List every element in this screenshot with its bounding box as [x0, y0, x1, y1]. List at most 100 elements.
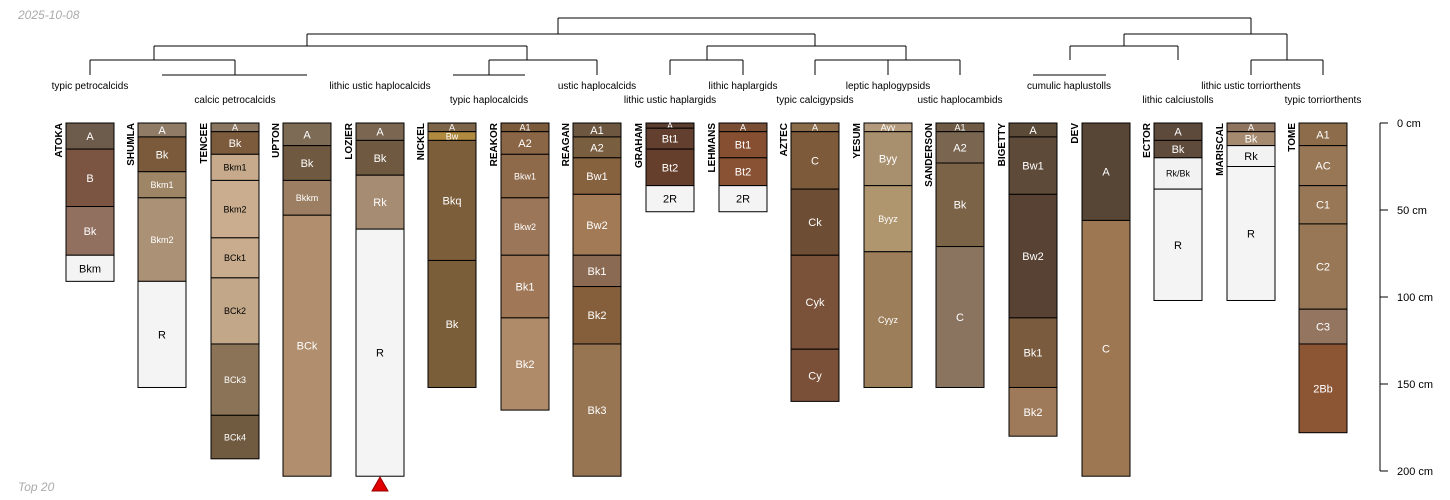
horizon-label: Bw1 — [586, 171, 607, 183]
horizon-shumla-4 — [137, 280, 187, 388]
horizon-tencee-4 — [210, 237, 260, 279]
horizon-label: BCk3 — [224, 375, 246, 385]
horizon-label: Bk — [84, 226, 97, 238]
profile-name: TENCEE — [199, 123, 210, 164]
horizon-shumla-2 — [137, 171, 187, 199]
horizon-label: Rk — [1244, 151, 1258, 163]
horizon-label: C — [811, 155, 819, 167]
horizon-label: Ayy — [881, 123, 896, 133]
horizon-atoka-2 — [65, 206, 115, 256]
horizon-label: Bk — [229, 138, 242, 150]
profile-name: GRAHAM — [634, 123, 645, 168]
horizon-aztec-1 — [790, 131, 840, 190]
subgroup-label: ustic haplocalcids — [558, 81, 636, 92]
horizon-label: Bk1 — [588, 266, 607, 278]
profile-reagan: A1 A2 Bw1 Bw2 Bk1 Bk2 Bk3 REAGAN — [561, 122, 622, 477]
horizon-aztec-3 — [790, 254, 840, 350]
horizon-sanderson-2 — [935, 162, 985, 248]
horizon-label: Bkm2 — [150, 235, 173, 245]
profile-name: LOZIER — [344, 122, 355, 159]
horizon-label: Ck — [808, 217, 822, 229]
horizon-label: 2Bb — [1313, 383, 1333, 395]
profile-name: AZTEC — [779, 123, 790, 156]
profile-tome: A1 AC C1 C2 C3 2Bb TOME — [1287, 122, 1348, 434]
horizon-upton-3 — [282, 214, 332, 477]
profile-lehmans: A Bt1 Bt2 2R LEHMANS — [707, 122, 768, 213]
horizon-label: A1 — [590, 125, 603, 137]
subgroup-label: leptic haplogypsids — [846, 81, 931, 92]
profile-lozier: A Bk Rk R LOZIER — [344, 122, 405, 477]
horizon-yesum-3 — [863, 251, 913, 388]
depth-tick-label: 0 cm — [1397, 118, 1421, 130]
horizon-label: A — [1029, 125, 1037, 137]
horizon-label: A — [667, 121, 673, 131]
horizon-label: Bk1 — [1024, 348, 1043, 360]
horizon-label: BCk — [297, 341, 318, 353]
horizon-label: Bkm2 — [223, 204, 246, 214]
horizon-label: R — [158, 329, 166, 341]
horizon-upton-1 — [282, 145, 332, 181]
horizon-label: R — [1174, 240, 1182, 252]
profile-atoka: A B Bk Bkm ATOKA — [54, 122, 115, 282]
horizon-label: Bkm1 — [150, 180, 173, 190]
profile-name: DEV — [1070, 123, 1081, 144]
horizon-label: A — [1102, 167, 1110, 179]
horizon-label: Cyk — [806, 297, 825, 309]
horizon-tome-5 — [1298, 343, 1348, 434]
subgroup-label: lithic ustic haplargids — [624, 95, 716, 106]
horizon-label: 2R — [736, 194, 750, 206]
horizon-label: R — [1247, 228, 1255, 240]
horizon-upton-2 — [282, 179, 332, 216]
profile-ector: A Bk Rk/Bk R ECTOR — [1142, 122, 1203, 301]
horizon-tencee-2 — [210, 153, 260, 181]
subgroup-label: ustic haplocambids — [917, 95, 1002, 106]
horizon-ector-2 — [1153, 157, 1203, 190]
horizon-reagan-4 — [572, 254, 622, 288]
horizon-graham-2 — [645, 148, 695, 187]
horizon-sanderson-3 — [935, 246, 985, 388]
subgroup-label: calcic petrocalcids — [194, 95, 275, 106]
horizon-label: BCk2 — [224, 306, 246, 316]
horizon-tome-4 — [1298, 308, 1348, 345]
horizon-label: Bk — [446, 319, 459, 331]
horizon-label: R — [376, 348, 384, 360]
horizon-label: 2R — [663, 194, 677, 206]
horizon-label: A — [812, 123, 818, 133]
profile-dev: A C DEV — [1070, 122, 1131, 477]
horizon-yesum-2 — [863, 185, 913, 253]
horizon-nickel-3 — [427, 259, 477, 388]
profile-name: YESUM — [852, 123, 863, 159]
horizon-label: C — [1102, 343, 1110, 355]
horizon-label: C2 — [1316, 262, 1330, 274]
horizon-tencee-3 — [210, 179, 260, 239]
truncation-marker — [371, 475, 389, 492]
horizon-tome-3 — [1298, 223, 1348, 310]
horizon-lehmans-2 — [718, 157, 768, 187]
horizon-reagan-6 — [572, 343, 622, 477]
subgroup-label: typic petrocalcids — [52, 81, 129, 92]
horizon-label: Bw — [446, 131, 459, 141]
horizon-label: Bk — [374, 153, 387, 165]
horizon-lozier-2 — [355, 174, 405, 230]
date-label: 2025-10-08 — [18, 8, 80, 22]
horizon-reagan-2 — [572, 157, 622, 195]
horizon-label: Byyz — [878, 214, 898, 224]
horizon-bigetty-2 — [1008, 193, 1058, 319]
profile-name: REAGAN — [561, 123, 572, 166]
horizon-aztec-2 — [790, 188, 840, 256]
profile-shumla: A Bk Bkm1 Bkm2 R SHUMLA — [126, 122, 187, 388]
horizon-label: A2 — [953, 142, 966, 154]
profile-sanderson: A1 A2 Bk C SANDERSON — [924, 122, 985, 388]
horizon-label: A — [86, 131, 94, 143]
horizon-label: Bkm1 — [223, 163, 246, 173]
profile-name: UPTON — [271, 123, 282, 158]
horizon-label: Byy — [879, 154, 898, 166]
profile-name: LEHMANS — [707, 123, 718, 173]
horizon-label: A — [1248, 123, 1254, 133]
horizon-label: Bkm — [79, 263, 101, 275]
horizon-tome-1 — [1298, 145, 1348, 187]
horizon-label: A2 — [518, 138, 531, 150]
horizon-label: A — [158, 125, 166, 137]
horizon-tencee-5 — [210, 277, 260, 345]
horizon-shumla-3 — [137, 197, 187, 282]
